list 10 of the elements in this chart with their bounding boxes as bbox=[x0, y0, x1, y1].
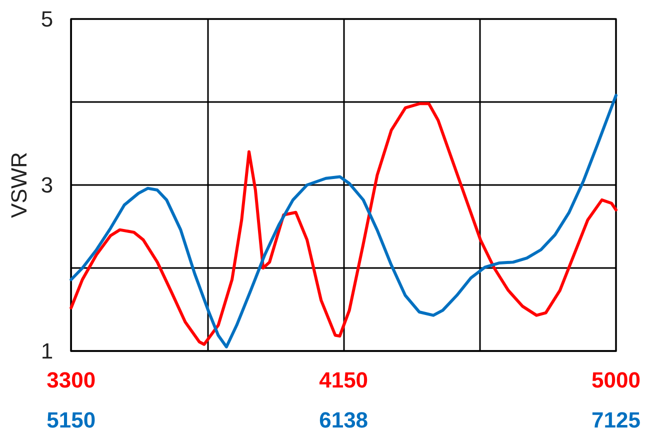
x2-tick-label: 5150 bbox=[46, 408, 96, 432]
y-tick-label: 5 bbox=[40, 6, 54, 32]
y-tick-label: 1 bbox=[40, 338, 54, 364]
x-tick-label: 5000 bbox=[592, 368, 640, 392]
y-tick-label: 3 bbox=[40, 172, 54, 198]
x-tick-label: 3300 bbox=[46, 368, 96, 392]
y-axis-title: VSWR bbox=[6, 152, 32, 218]
x-tick-label: 4150 bbox=[319, 368, 368, 392]
x2-tick-label: 7125 bbox=[592, 408, 640, 432]
x2-tick-label: 6138 bbox=[319, 408, 368, 432]
